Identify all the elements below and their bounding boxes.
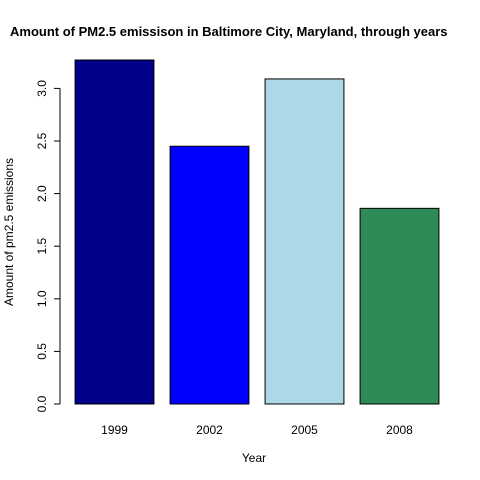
y-tick-label: 2.0 (35, 185, 49, 202)
y-tick-label: 0.0 (35, 395, 49, 412)
bars (74, 59, 440, 405)
category-label: 2005 (291, 423, 318, 437)
y-tick-label: 2.5 (35, 132, 49, 149)
y-axis-label: Amount of pm2.5 emissions (2, 158, 16, 306)
category-label: 1999 (101, 423, 128, 437)
y-tick-label: 0.5 (35, 343, 49, 360)
bar-1999 (74, 59, 155, 405)
x-axis-label: Year (242, 451, 266, 465)
category-label: 2002 (196, 423, 223, 437)
bar-2002 (169, 145, 250, 405)
chart-title: Amount of PM2.5 emissison in Baltimore C… (10, 24, 448, 39)
y-tick-label: 1.0 (35, 290, 49, 307)
y-axis: 0.0 0.5 1.0 1.5 2.0 2.5 3.0 (35, 80, 61, 412)
bar-2008 (359, 207, 440, 405)
y-tick-label: 3.0 (35, 80, 49, 97)
category-labels: 1999 2002 2005 2008 (101, 423, 413, 437)
bar-2005 (264, 78, 345, 405)
category-label: 2008 (386, 423, 413, 437)
y-tick-label: 1.5 (35, 238, 49, 255)
